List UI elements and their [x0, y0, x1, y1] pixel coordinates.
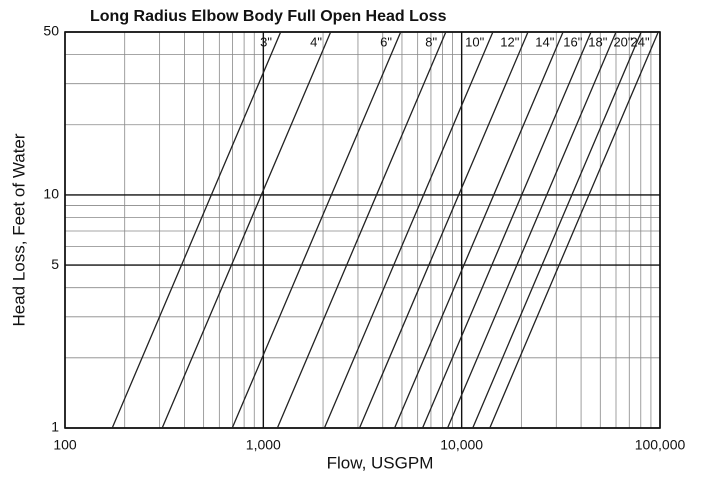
y-tick-label: 1 [51, 419, 59, 435]
y-tick-label: 10 [43, 186, 59, 202]
size-label: 3" [260, 34, 272, 49]
size-label: 24" [631, 34, 650, 49]
x-axis-label: Flow, USGPM [327, 453, 434, 472]
series-line [161, 32, 332, 428]
series-line [231, 32, 402, 428]
x-tick-label: 100,000 [635, 437, 686, 453]
size-label: 8" [425, 34, 437, 49]
y-tick-label: 5 [51, 256, 59, 272]
size-label: 14" [535, 34, 554, 49]
size-label: 12" [500, 34, 519, 49]
series-line [323, 32, 494, 428]
size-label: 4" [310, 34, 322, 49]
chart-title: Long Radius Elbow Body Full Open Head Lo… [90, 8, 447, 25]
size-label: 18" [588, 34, 607, 49]
series-line [446, 32, 617, 428]
size-label: 6" [380, 34, 392, 49]
x-tick-label: 10,000 [440, 437, 483, 453]
series-line [358, 32, 529, 428]
x-tick-label: 100 [53, 437, 77, 453]
size-label: 16" [563, 34, 582, 49]
plot-frame [64, 31, 661, 429]
series-line [111, 32, 282, 428]
x-tick-label: 1,000 [246, 437, 281, 453]
series-line [393, 32, 564, 428]
series-line [489, 32, 659, 428]
size-label: 20" [613, 34, 632, 49]
size-label: 10" [465, 34, 484, 49]
y-tick-label: 50 [43, 23, 59, 39]
y-axis-label: Head Loss, Feet of Water [9, 133, 28, 326]
series-line [472, 32, 642, 428]
series-line [421, 32, 592, 428]
series-line [276, 32, 447, 428]
